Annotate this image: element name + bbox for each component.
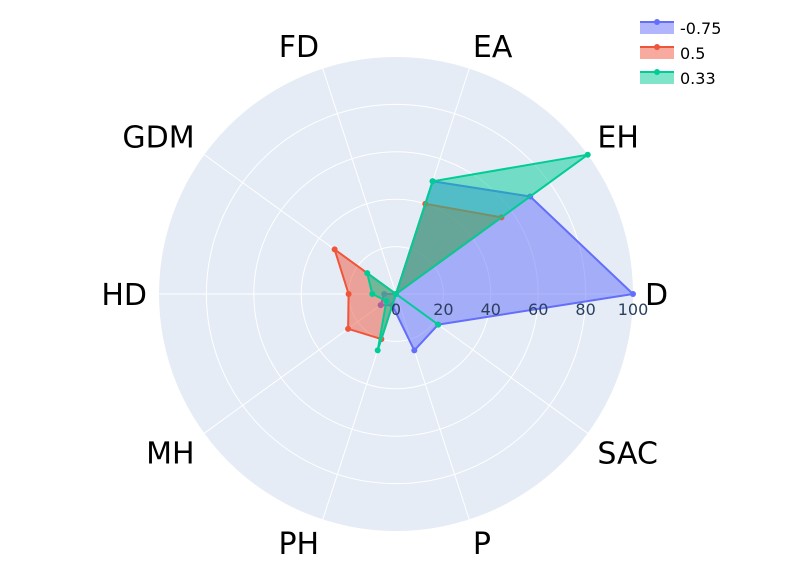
legend: -0.75 0.5 0.33 <box>640 19 721 88</box>
radial-tick-labels: 0 20 40 60 80 100 <box>391 300 648 319</box>
data-point <box>369 291 376 297</box>
data-point <box>435 321 442 328</box>
legend-label: 0.33 <box>680 69 716 88</box>
legend-item[interactable]: 0.33 <box>640 69 716 88</box>
axis-label-gdm: GDM <box>122 121 194 156</box>
grid-spoke <box>322 68 397 295</box>
legend-swatch <box>640 47 674 59</box>
legend-marker <box>654 44 660 50</box>
legend-item[interactable]: -0.75 <box>640 19 721 38</box>
data-point <box>584 151 591 158</box>
axis-label-ph: PH <box>278 527 319 562</box>
legend-swatch <box>640 72 674 84</box>
data-point <box>630 291 636 297</box>
legend-marker <box>654 69 660 75</box>
legend-label: 0.5 <box>680 44 705 63</box>
radial-tick-label: 40 <box>481 300 501 319</box>
radial-tick-label: 0 <box>391 300 401 319</box>
data-point <box>429 178 436 185</box>
legend-marker <box>654 19 660 25</box>
radial-tick-label: 60 <box>528 300 548 319</box>
axis-label-hd: HD <box>101 278 147 313</box>
data-point <box>383 297 390 304</box>
data-point <box>331 246 338 253</box>
axis-label-ea: EA <box>473 30 513 65</box>
data-point <box>345 325 352 332</box>
legend-swatch <box>640 22 674 34</box>
radial-tick-label: 20 <box>433 300 453 319</box>
data-point <box>393 291 399 297</box>
axis-label-mh: MH <box>146 436 194 471</box>
series-0.33 <box>364 151 591 354</box>
axis-label-fd: FD <box>279 30 319 65</box>
axis-label-d: D <box>645 278 668 313</box>
radial-tick-label: 80 <box>575 300 595 319</box>
axis-label-sac: SAC <box>597 436 658 471</box>
axis-label-eh: EH <box>597 121 639 156</box>
data-point <box>374 347 381 354</box>
data-point <box>345 291 352 297</box>
series-layer <box>331 151 636 354</box>
legend-item[interactable]: 0.5 <box>640 44 705 63</box>
axis-label-p: P <box>473 527 491 562</box>
data-point <box>364 270 371 277</box>
radial-tick-label: 100 <box>618 300 649 319</box>
legend-label: -0.75 <box>680 19 721 38</box>
angular-axis-labels: D EH EA FD GDM HD MH PH P SAC <box>101 30 668 562</box>
data-point <box>411 347 418 354</box>
